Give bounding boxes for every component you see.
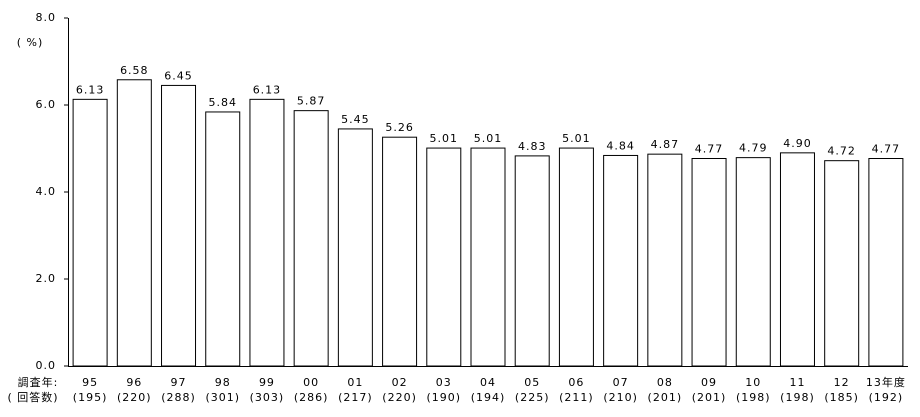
bar (824, 160, 860, 367)
value-label: 4.83 (518, 140, 547, 153)
respondents-label: (190) (426, 391, 461, 404)
bar (735, 157, 771, 367)
respondents-label: (198) (736, 391, 771, 404)
value-label: 4.77 (695, 143, 724, 156)
row-label: ( 回答数) (7, 390, 58, 404)
bar (161, 84, 197, 367)
value-label: 6.13 (76, 83, 105, 96)
bar (382, 136, 418, 367)
x-tick-label: 97 (171, 376, 187, 389)
value-label: 4.87 (651, 138, 680, 151)
respondents-label: (286) (294, 391, 329, 404)
x-tick-label: 12 (834, 376, 850, 389)
x-tick-label: 13年度 (866, 375, 906, 389)
respondents-label: (303) (250, 391, 285, 404)
respondents-label: (301) (205, 391, 240, 404)
x-tick-label: 08 (657, 376, 673, 389)
respondents-label: (217) (338, 391, 373, 404)
value-label: 5.01 (474, 132, 503, 145)
x-tick-label: 02 (392, 376, 408, 389)
value-label: 5.45 (341, 113, 370, 126)
row-label: 調査年: (18, 375, 59, 389)
value-label: 4.77 (872, 143, 901, 156)
respondents-label: (201) (692, 391, 727, 404)
bar (514, 155, 550, 367)
x-tick-label: 99 (259, 376, 275, 389)
value-label: 5.01 (430, 132, 459, 145)
respondents-label: (194) (471, 391, 506, 404)
x-tick-label: 00 (303, 376, 319, 389)
x-tick-label: 05 (524, 376, 540, 389)
respondents-label: (201) (648, 391, 683, 404)
value-label: 6.13 (253, 83, 282, 96)
bar (249, 98, 285, 367)
respondents-label: (195) (73, 391, 108, 404)
value-label: 5.01 (562, 132, 591, 145)
value-label: 5.26 (385, 121, 414, 134)
bar (470, 147, 506, 367)
value-label: 4.90 (783, 137, 812, 150)
y-unit-label: ( %) (17, 36, 44, 49)
bar (647, 153, 683, 367)
x-tick-label: 10 (745, 376, 761, 389)
value-label: 6.45 (164, 69, 193, 82)
value-label: 4.72 (827, 145, 856, 158)
respondents-label: (210) (603, 391, 638, 404)
y-tick-label: 6.0 (36, 98, 57, 111)
y-tick-label: 8.0 (36, 11, 57, 24)
bar (558, 147, 594, 367)
value-label: 4.84 (606, 139, 635, 152)
y-tick-label: 4.0 (36, 185, 57, 198)
x-tick-label: 96 (126, 376, 142, 389)
value-label: 5.87 (297, 95, 326, 108)
x-tick-label: 11 (789, 376, 805, 389)
bar (779, 152, 815, 367)
x-tick-label: 06 (568, 376, 584, 389)
x-tick-label: 09 (701, 376, 717, 389)
bar (426, 147, 462, 367)
x-tick-label: 04 (480, 376, 496, 389)
x-tick-label: 01 (347, 376, 363, 389)
x-tick-label: 98 (215, 376, 231, 389)
bar (72, 98, 108, 367)
respondents-label: (192) (869, 391, 904, 404)
respondents-label: (211) (559, 391, 594, 404)
bar (116, 79, 152, 367)
bar (205, 111, 241, 367)
x-tick-label: 07 (613, 376, 629, 389)
bar (293, 110, 329, 367)
bar (868, 158, 904, 367)
value-label: 4.79 (739, 142, 768, 155)
bar (337, 128, 373, 367)
respondents-label: (185) (824, 391, 859, 404)
y-tick-label: 2.0 (36, 272, 57, 285)
x-tick-label: 95 (82, 376, 98, 389)
y-tick-label: 0.0 (36, 359, 57, 372)
respondents-label: (220) (117, 391, 152, 404)
bar (691, 158, 727, 367)
x-tick-label: 03 (436, 376, 452, 389)
bar (603, 154, 639, 367)
respondents-label: (220) (382, 391, 417, 404)
respondents-label: (225) (515, 391, 550, 404)
respondents-label: (198) (780, 391, 815, 404)
respondents-label: (288) (161, 391, 196, 404)
value-label: 6.58 (120, 64, 149, 77)
value-label: 5.84 (208, 96, 237, 109)
